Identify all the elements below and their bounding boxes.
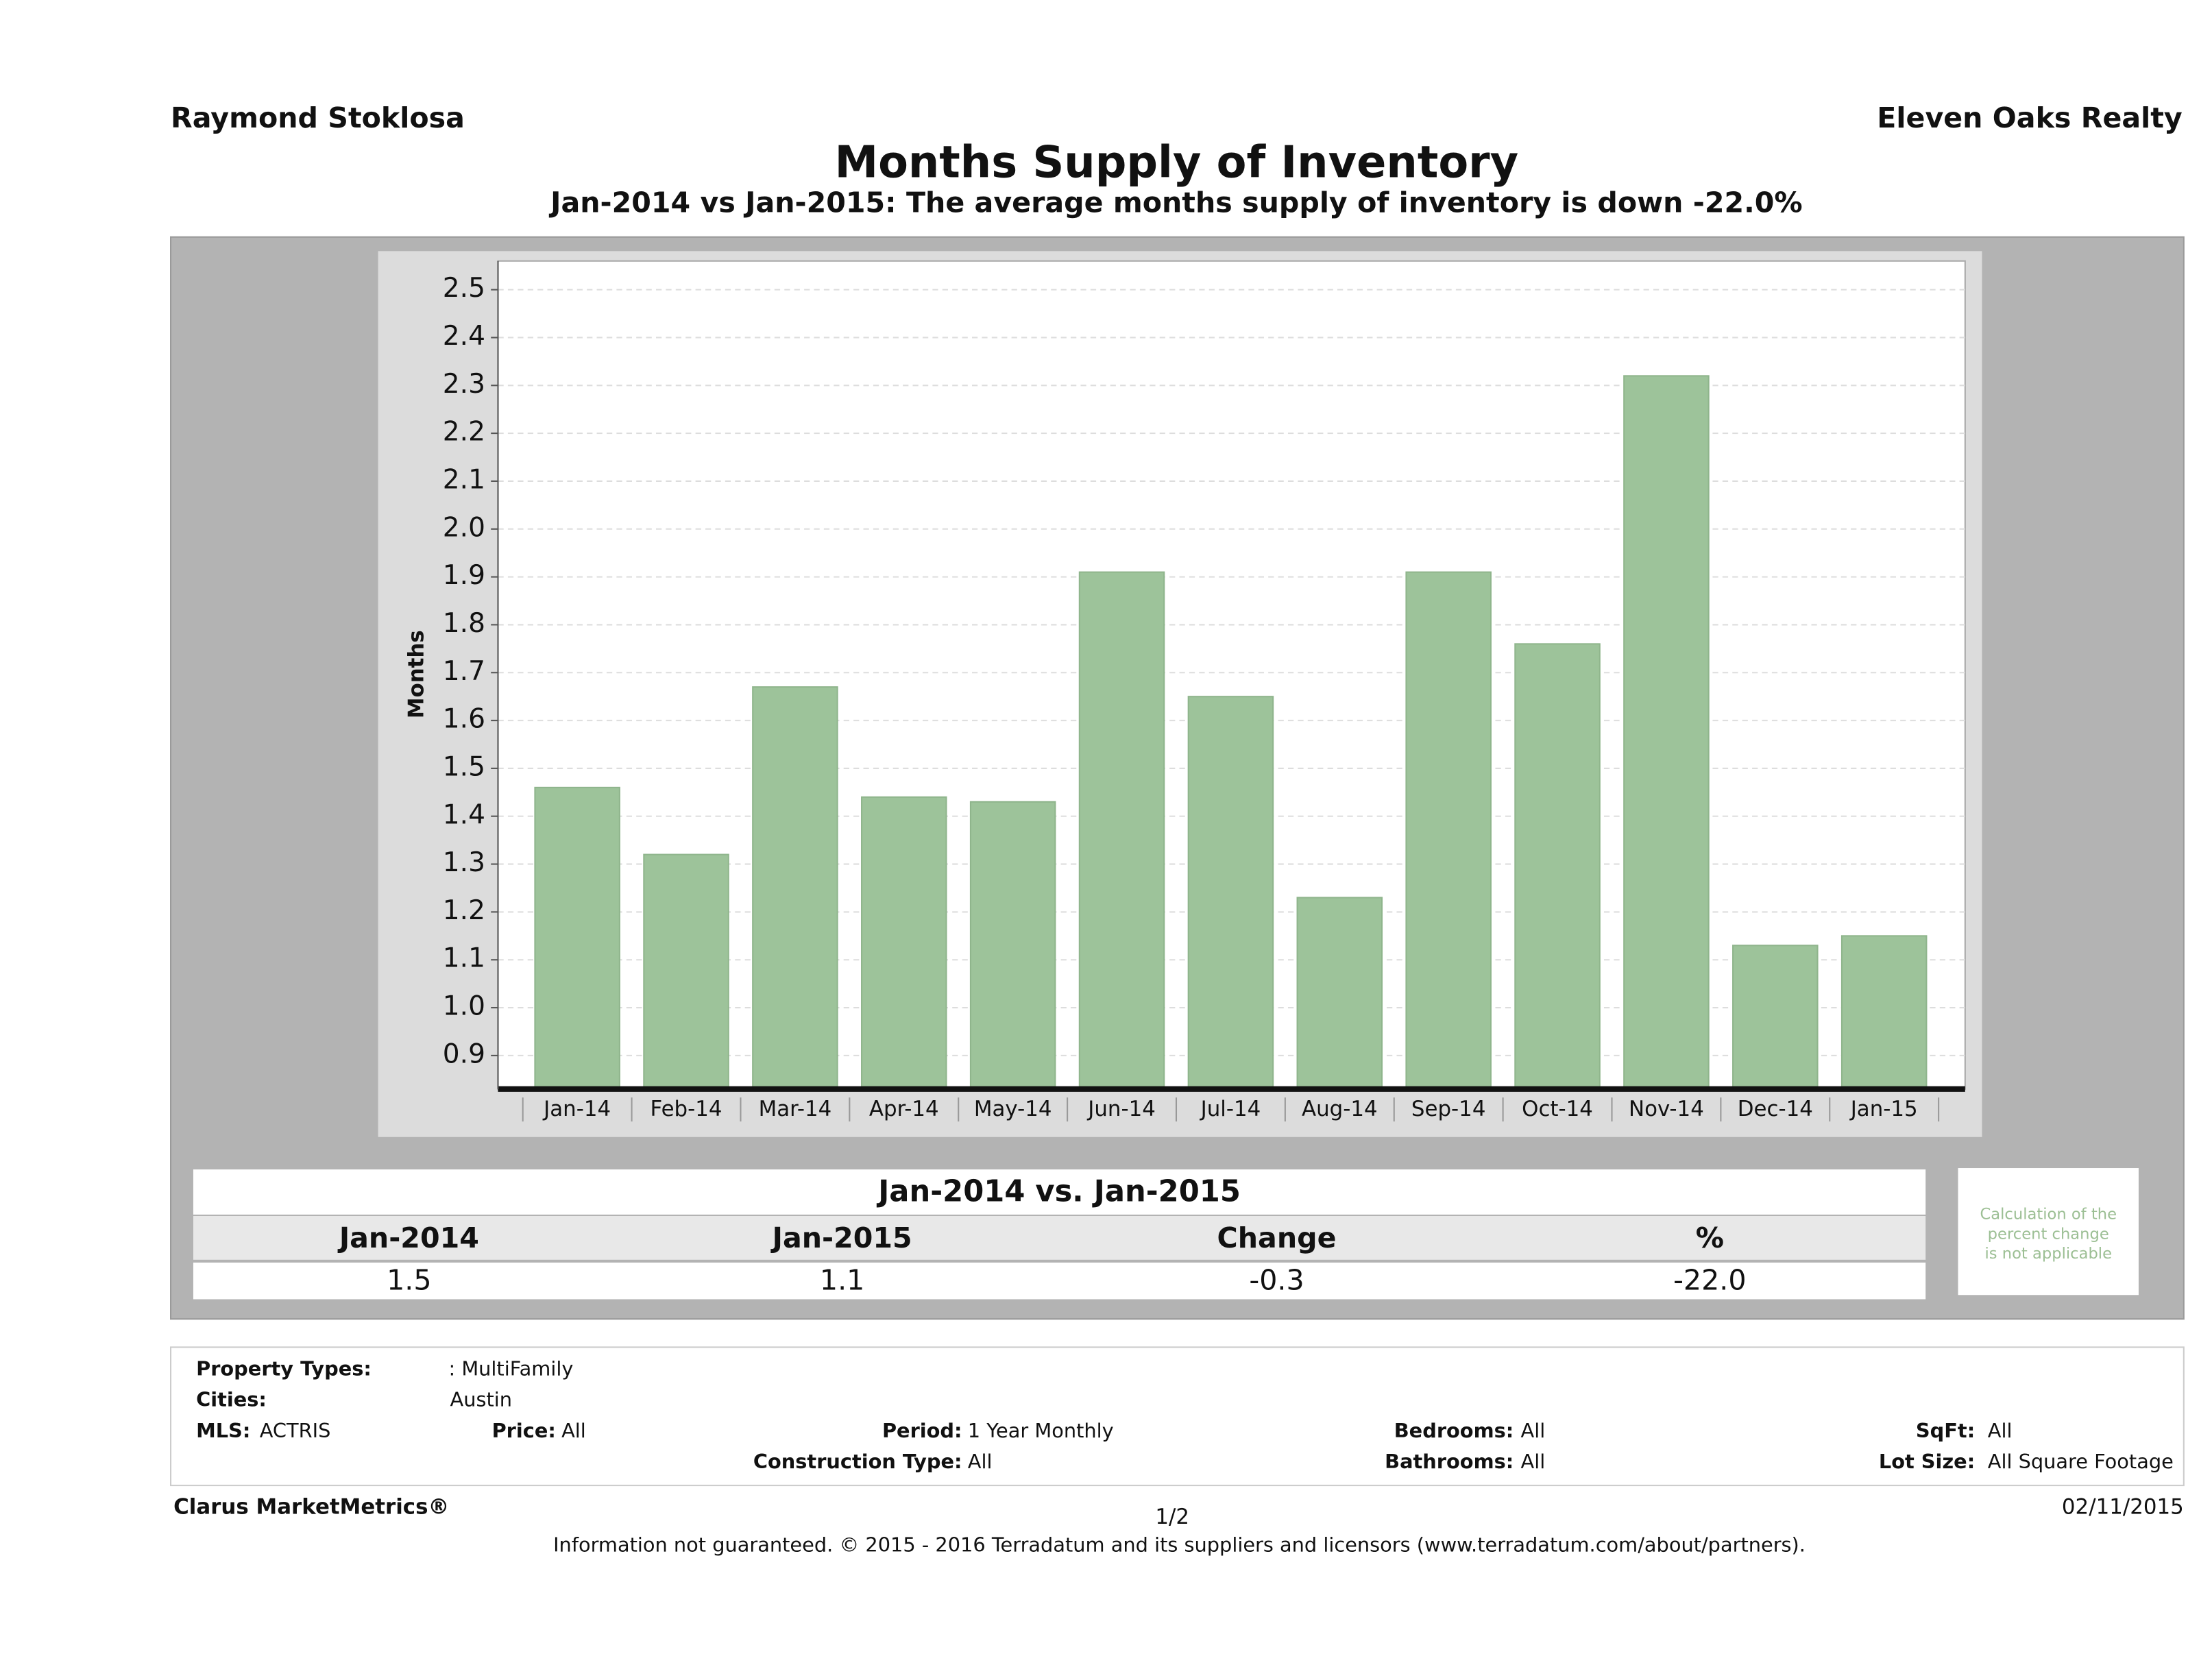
agent: Raymond Stoklosa [171, 101, 465, 134]
x-tick-label: May-14 [974, 1097, 1052, 1121]
disclaimer: Information not guaranteed. © 2015 - 201… [553, 1533, 1806, 1557]
y-tick-label: 1.8 [443, 608, 485, 639]
x-tick-label: Oct-14 [1522, 1097, 1593, 1121]
filter-label: Price: [492, 1419, 556, 1442]
y-tick-label: 2.2 [443, 417, 485, 448]
page-number: 1/2 [1155, 1505, 1189, 1529]
bar [643, 853, 729, 1090]
y-tick-label: 1.1 [443, 943, 485, 974]
x-tick-label: Sep-14 [1411, 1097, 1486, 1121]
bar [1078, 571, 1165, 1090]
bar [969, 801, 1056, 1090]
y-axis-label: Months [404, 630, 429, 718]
brand: Clarus MarketMetrics® [173, 1495, 449, 1520]
note-line: is not applicable [1984, 1245, 2112, 1263]
y-tick-label: 1.4 [443, 799, 485, 830]
chart-title: Months Supply of Inventory [835, 137, 1519, 188]
date: 02/11/2015 [2062, 1495, 2184, 1520]
bar [534, 786, 620, 1090]
filters: Property Types: : MultiFamily Cities: Au… [196, 1357, 2174, 1473]
table-value: -22.0 [1673, 1264, 1746, 1297]
filter-label: Cities: [196, 1388, 267, 1411]
filters-box [170, 1346, 2185, 1487]
chart-subtitle: Jan-2014 vs Jan-2015: The average months… [548, 186, 1802, 219]
filter-label: SqFt: [1916, 1419, 1975, 1442]
x-tick-label: Jan-14 [542, 1097, 611, 1121]
note-line: Calculation of the [1980, 1205, 2117, 1223]
y-tick-label: 2.1 [443, 464, 485, 495]
table-header: % [1696, 1221, 1724, 1254]
bar [1187, 696, 1274, 1090]
table-value: 1.1 [820, 1264, 864, 1297]
filter-value: All [968, 1450, 993, 1473]
table-header-row [193, 1216, 1926, 1260]
bar [1405, 571, 1492, 1090]
filter-label: Lot Size: [1879, 1450, 1975, 1473]
bar [1732, 945, 1819, 1090]
filter-value: All [561, 1419, 586, 1442]
y-tick-label: 1.7 [443, 656, 485, 687]
bar [1623, 375, 1710, 1090]
x-tick-label: Aug-14 [1302, 1097, 1378, 1121]
x-tick-label: Nov-14 [1629, 1097, 1704, 1121]
y-tick-label: 1.5 [443, 751, 485, 782]
filter-label: Property Types: [196, 1357, 372, 1380]
y-tick-label: 1.6 [443, 704, 485, 735]
filter-label: Bathrooms: [1385, 1450, 1514, 1473]
filter-value: All Square Footage [1988, 1450, 2174, 1473]
filter-value: 1 Year Monthly [968, 1419, 1114, 1442]
y-tick-label: 1.9 [443, 560, 485, 591]
table-header: Change [1217, 1221, 1337, 1254]
filter-value: All [1988, 1419, 2013, 1442]
x-tick-label: Mar-14 [759, 1097, 832, 1121]
filter-value: Austin [450, 1388, 513, 1411]
table-title: Jan-2014 vs. Jan-2015 [876, 1175, 1241, 1209]
table-value: 1.5 [387, 1264, 431, 1297]
filter-label: MLS: [196, 1419, 250, 1442]
table-title-row [193, 1169, 1926, 1215]
x-tick-label: Jul-14 [1200, 1097, 1261, 1121]
x-tick-label: Apr-14 [869, 1097, 939, 1121]
filter-label: Period: [882, 1419, 962, 1442]
filter-value: All [1521, 1450, 1546, 1473]
bars [534, 375, 1928, 1090]
y-tick-label: 0.9 [443, 1038, 485, 1069]
bar [1296, 897, 1383, 1090]
bar [861, 796, 947, 1090]
y-tick-label: 2.5 [443, 273, 485, 304]
x-tick-label: Dec-14 [1738, 1097, 1813, 1121]
bar [1514, 643, 1601, 1090]
table: Jan-2014 1.5 Jan-2015 1.1 Change -0.3% -22.0 Ca… [337, 1205, 2117, 1296]
note-box [1958, 1168, 2139, 1296]
bar [1840, 935, 1928, 1090]
filter-value: All [1521, 1419, 1546, 1442]
bar [752, 686, 838, 1090]
table-value: -0.3 [1249, 1264, 1304, 1297]
y-tick-label: 2.0 [443, 512, 485, 543]
x-tick-label: Jan-15 [1849, 1097, 1918, 1121]
filter-value: ACTRIS [260, 1419, 331, 1442]
filter-value: : MultiFamily [448, 1357, 573, 1380]
filter-label: Bedrooms: [1394, 1419, 1514, 1442]
table-header: Jan-2014 [337, 1221, 479, 1254]
note-line: percent change [1988, 1225, 2109, 1243]
table-value-row [193, 1262, 1926, 1300]
x-tick-label: Jun-14 [1086, 1097, 1156, 1121]
y-tick-label: 2.3 [443, 369, 485, 400]
y-tick-label: 1.3 [443, 847, 485, 878]
x-tick-label: Feb-14 [651, 1097, 722, 1121]
y-tick-label: 1.2 [443, 895, 485, 926]
filter-label: Construction Type: [753, 1450, 962, 1473]
y-tick-label: 1.0 [443, 991, 485, 1022]
company: Eleven Oaks Realty [1877, 101, 2183, 134]
table-header: Jan-2015 [770, 1221, 912, 1254]
y-tick-label: 2.4 [443, 321, 485, 352]
